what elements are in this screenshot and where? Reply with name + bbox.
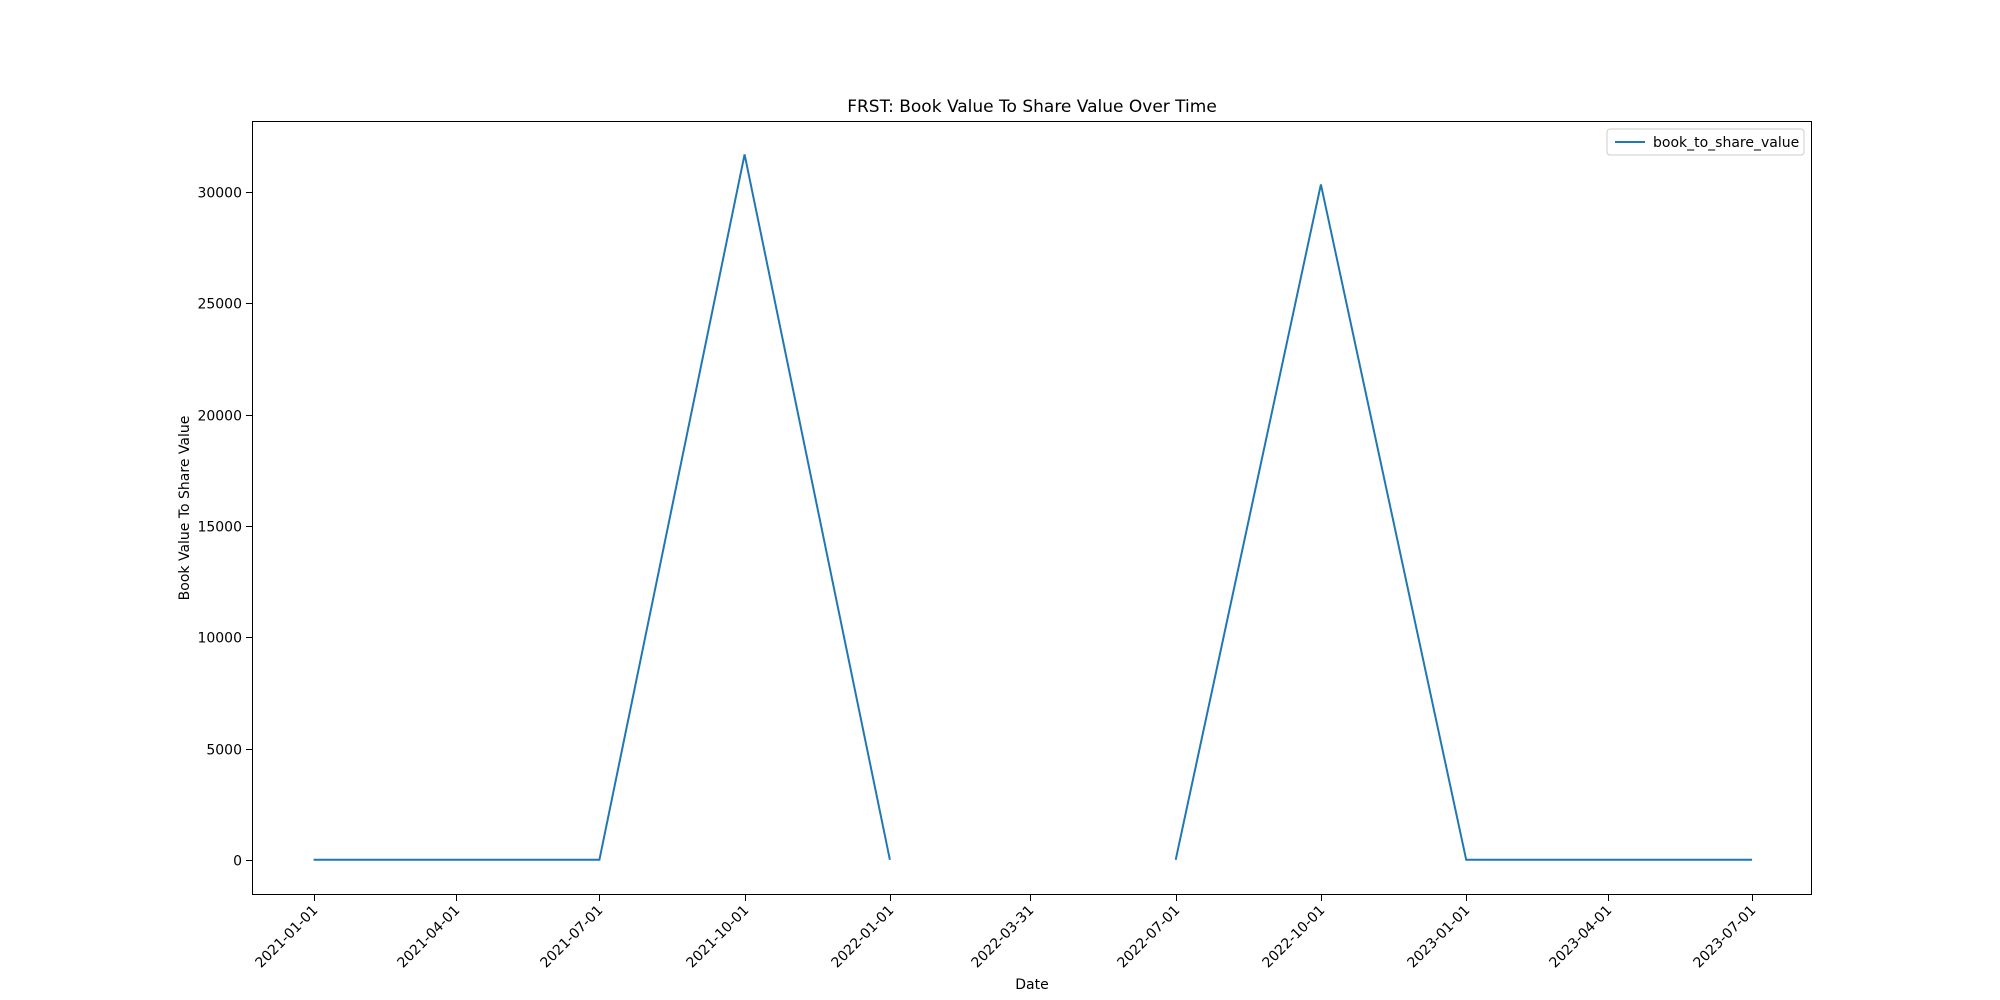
x-axis-label: Date <box>1015 977 1048 993</box>
legend-label: book_to_share_value <box>1653 135 1799 151</box>
y-tick-label: 0 <box>233 854 242 870</box>
y-tick-label: 20000 <box>197 409 242 425</box>
legend: book_to_share_value <box>1606 128 1805 156</box>
y-axis-label: Book Value To Share Value <box>177 416 193 601</box>
series-layer <box>313 154 1752 861</box>
y-tick-label: 5000 <box>206 743 242 759</box>
legend-box <box>1606 128 1805 156</box>
plot-area <box>252 121 1812 895</box>
y-tick-label: 25000 <box>197 297 242 313</box>
y-tick-label: 15000 <box>197 520 242 536</box>
series-line-segment <box>1174 184 1752 861</box>
y-tick-label: 10000 <box>197 631 242 647</box>
y-tick-label: 30000 <box>197 186 242 202</box>
series-line-segment <box>313 154 891 861</box>
plot-frame <box>252 121 1812 895</box>
chart-title: FRST: Book Value To Share Value Over Tim… <box>847 97 1217 117</box>
y-axis: 0 5000 10000 15000 20000 25000 30000 <box>197 186 252 870</box>
